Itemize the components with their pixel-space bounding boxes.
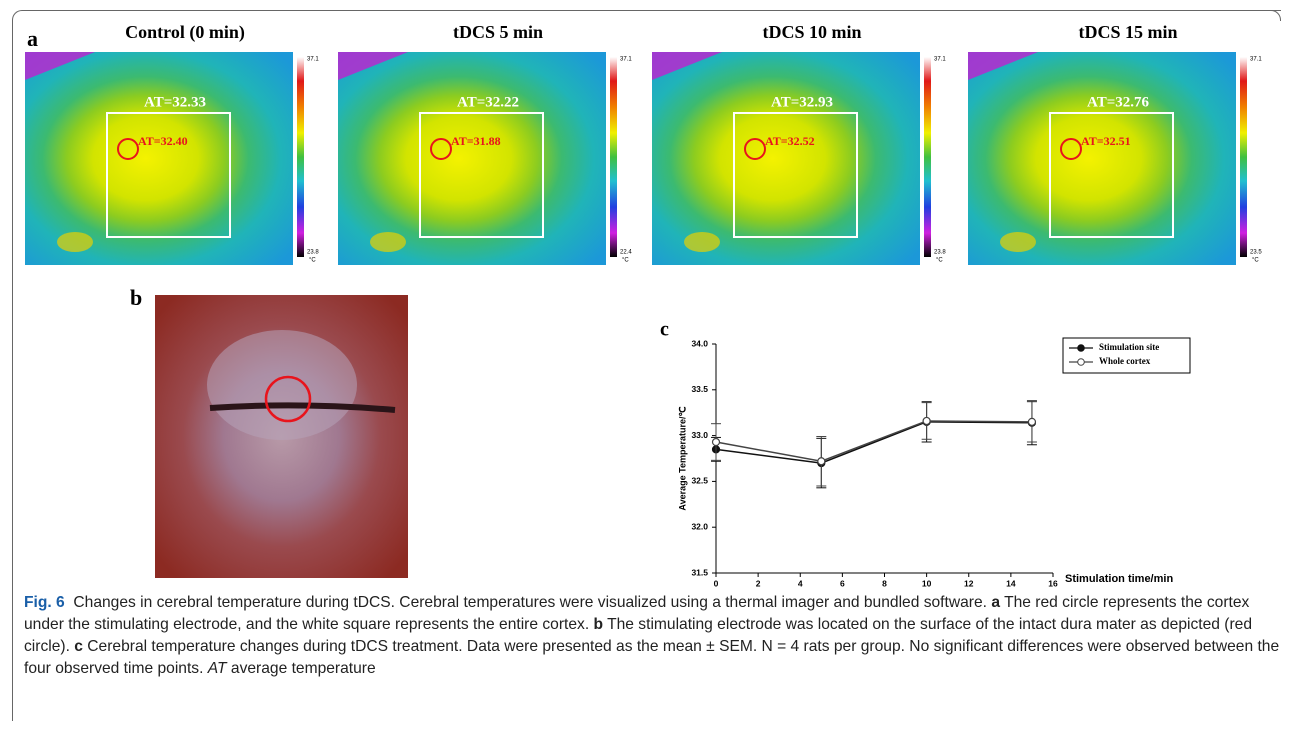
x-tick-label: 14 <box>1006 578 1016 588</box>
colorbar-max: 37.1 <box>934 57 946 63</box>
panel-title: tDCS 10 min <box>762 22 861 42</box>
colorbar <box>1240 57 1247 257</box>
thermal-image <box>338 52 606 265</box>
y-tick-label: 34.0 <box>691 338 708 348</box>
caption-text: average temperature <box>231 660 376 677</box>
colorbar <box>610 57 617 257</box>
y-axis-label: Average Temperature/℃ <box>677 406 687 510</box>
colorbar-min: 23.5 <box>1250 250 1262 256</box>
whole-at: AT=32.22 <box>457 94 519 110</box>
thermal-image <box>652 52 920 265</box>
colorbar-unit: °C <box>309 258 316 264</box>
photo-detail <box>207 330 357 440</box>
caption-abbr: AT <box>208 660 227 677</box>
legend-marker <box>1078 345 1085 352</box>
point <box>818 458 825 465</box>
point <box>1028 418 1035 425</box>
colorbar <box>297 57 304 257</box>
site-at: AT=32.40 <box>138 134 188 148</box>
x-tick-label: 4 <box>798 578 803 588</box>
caption-key: c <box>74 638 83 655</box>
colorbar-max: 37.1 <box>620 57 632 63</box>
y-tick-label: 33.5 <box>691 384 708 394</box>
site-at: AT=31.88 <box>451 134 501 148</box>
site-at: AT=32.51 <box>1081 134 1131 148</box>
colorbar <box>924 57 931 257</box>
figure: a b c Control (0 min) AT=32.33 AT=32.40 37.… <box>0 0 1293 590</box>
legend-marker <box>1078 359 1085 366</box>
caption-text: Changes in cerebral temperature during t… <box>73 594 987 611</box>
x-tick-label: 8 <box>882 578 887 588</box>
panel-label: b <box>130 285 142 310</box>
x-tick-label: 10 <box>922 578 932 588</box>
colorbar-unit: °C <box>622 258 629 264</box>
legend-label: Whole cortex <box>1099 356 1151 366</box>
thermal-detail <box>684 232 720 252</box>
whole-at: AT=32.93 <box>771 94 833 110</box>
site-at: AT=32.52 <box>765 134 815 148</box>
caption: Fig. 6 Changes in cerebral temperature d… <box>24 592 1282 680</box>
x-axis-label: Stimulation time/min <box>1065 573 1173 585</box>
x-tick-label: 12 <box>964 578 974 588</box>
x-tick-label: 0 <box>714 578 719 588</box>
caption-key: b <box>594 616 604 633</box>
panel-label: a <box>27 26 38 51</box>
y-tick-label: 33.0 <box>691 430 708 440</box>
panel-label: c <box>660 319 669 341</box>
thermal-image <box>968 52 1236 265</box>
page: a b c Control (0 min) AT=32.33 AT=32.40 37.… <box>0 0 1293 732</box>
caption-label: Fig. 6 <box>24 594 65 611</box>
thermal-detail <box>57 232 93 252</box>
legend-label: Stimulation site <box>1099 342 1159 352</box>
colorbar-min: 23.8 <box>307 250 319 256</box>
colorbar-unit: °C <box>1252 258 1259 264</box>
panel-title: Control (0 min) <box>125 22 245 43</box>
thermal-detail <box>1000 232 1036 252</box>
whole-at: AT=32.33 <box>144 94 206 110</box>
x-tick-label: 16 <box>1048 578 1058 588</box>
photo <box>155 295 408 578</box>
x-tick-label: 2 <box>756 578 761 588</box>
y-tick-label: 32.5 <box>691 476 708 486</box>
point <box>713 439 720 446</box>
colorbar-min: 23.8 <box>934 250 946 256</box>
colorbar-unit: °C <box>936 258 943 264</box>
panel-title: tDCS 5 min <box>453 22 543 42</box>
x-tick-label: 6 <box>840 578 845 588</box>
caption-key: a <box>991 594 1000 611</box>
colorbar-max: 37.1 <box>1250 57 1262 63</box>
whole-at: AT=32.76 <box>1087 94 1150 110</box>
colorbar-max: 37.1 <box>307 57 319 63</box>
panel-title: tDCS 15 min <box>1078 22 1177 42</box>
colorbar-min: 22.4 <box>620 250 632 256</box>
y-tick-label: 31.5 <box>691 567 708 577</box>
y-tick-label: 32.0 <box>691 521 708 531</box>
point <box>923 417 930 424</box>
thermal-image <box>25 52 293 265</box>
thermal-detail <box>370 232 406 252</box>
series-line <box>716 422 1032 463</box>
